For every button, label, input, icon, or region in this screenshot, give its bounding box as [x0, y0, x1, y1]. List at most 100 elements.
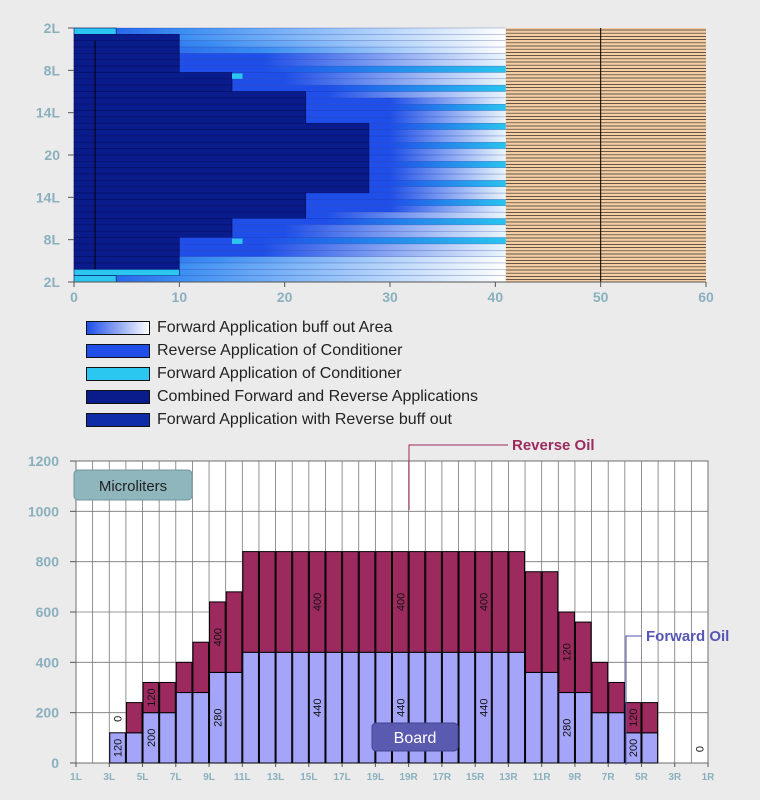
heatmap-row-core	[73, 268, 180, 276]
heatmap-row-core	[73, 40, 180, 48]
heatmap-row-core	[73, 142, 370, 149]
bar-data-label: 120	[628, 709, 640, 727]
forward-oil-bar	[458, 651, 476, 764]
heatmap-row-core	[73, 129, 370, 137]
heatmap-row-base	[74, 40, 506, 48]
bar-x-tick-label: 15R	[466, 772, 485, 783]
reverse-oil-bar	[209, 601, 226, 673]
heatmap-row-core	[73, 161, 370, 169]
legend-label: Forward Application buff out Area	[157, 318, 393, 336]
bar-x-tick-label: 19R	[399, 772, 418, 783]
heatmap-x-tick-label: 60	[698, 289, 714, 305]
forward-oil-bar	[275, 651, 293, 764]
bar-x-tick-label: 1R	[702, 772, 716, 783]
reverse-oil-bar	[392, 551, 409, 653]
forward-oil-bar	[242, 651, 259, 764]
heatmap-row-core	[73, 148, 370, 156]
heatmap-row-base	[74, 243, 506, 251]
reverse-oil-bar	[258, 551, 276, 653]
reverse-oil-bar	[375, 551, 392, 653]
legend-swatch-reverse-conditioner	[86, 343, 150, 358]
forward-oil-bar	[641, 732, 659, 764]
reverse-oil-bar	[225, 591, 243, 673]
heatmap-y-tick-label: 8L	[44, 62, 61, 78]
heatmap-row-base	[74, 72, 506, 79]
bar-x-tick-label: 1L	[70, 772, 82, 783]
legend-label: Forward Application with Reverse buff ou…	[157, 410, 452, 428]
reverse-oil-bar	[508, 551, 526, 653]
reverse-oil-bar	[142, 681, 160, 714]
forward-oil-bar	[541, 671, 559, 764]
bar-x-tick-label: 3R	[668, 772, 682, 783]
legend-swatch-buff-out	[86, 320, 150, 335]
heatmap-x-tick-label: 30	[382, 289, 398, 305]
heatmap-row-core	[73, 211, 307, 219]
bar-x-tick-label: 5L	[137, 772, 149, 783]
reverse-oil-bar	[574, 621, 592, 694]
heatmap-row-base	[74, 262, 506, 270]
heatmap-row-core	[73, 218, 233, 226]
bar-y-tick-label: 1200	[28, 453, 59, 469]
heatmap-x-tick-label: 40	[488, 289, 504, 305]
bar-y-tick-label: 600	[36, 604, 60, 620]
reverse-oil-bar	[525, 571, 542, 673]
heatmap-row-core	[73, 199, 307, 207]
forward-oil-bar	[325, 651, 343, 764]
heatmap-row-core	[73, 84, 233, 92]
reverse-oil-bar	[425, 551, 442, 653]
legend-item-buff-out: Forward Application buff out Area	[86, 316, 478, 339]
reverse-oil-bar	[175, 661, 193, 694]
bar-x-tick-label: 19L	[367, 772, 384, 783]
heatmap-row-base	[74, 47, 506, 54]
bar-x-tick-label: 3L	[103, 772, 115, 783]
bar-data-label: 400	[212, 628, 224, 646]
legend-item-reverse-buff: Forward Application with Reverse buff ou…	[86, 408, 478, 431]
reverse-oil-bar	[342, 551, 359, 653]
heatmap-row-core	[73, 205, 307, 213]
bar-data-label: 440	[312, 698, 324, 716]
forward-oil-bar	[175, 692, 193, 764]
unit-box: Microliters	[73, 469, 193, 501]
bar-data-label: 120	[113, 739, 125, 757]
heatmap-row-base	[74, 28, 506, 35]
heatmap-row-core	[73, 59, 180, 67]
heatmap-row-core	[73, 91, 307, 99]
heatmap-row-core	[73, 122, 370, 130]
heatmap-row-core	[73, 237, 180, 245]
forward-oil-bar	[591, 712, 609, 764]
reverse-oil-bar	[408, 551, 426, 653]
bar-data-label: 200	[628, 739, 640, 757]
reverse-oil-bar	[441, 551, 459, 653]
bar-x-tick-label: 9R	[569, 772, 583, 783]
bar-data-label: 400	[395, 593, 407, 611]
reverse-oil-bar	[159, 681, 176, 714]
bar-x-tick-label: 9L	[203, 772, 215, 783]
reverse-oil-bar	[624, 702, 642, 734]
heatmap-row-base	[74, 250, 506, 257]
heatmap-rows	[73, 27, 506, 283]
heatmap-legend: Forward Application buff out Area Revers…	[86, 316, 478, 431]
reverse-oil-bar	[641, 702, 659, 734]
heatmap-y-tick-label: 20	[44, 147, 60, 163]
heatmap-row-base	[74, 231, 506, 238]
reverse-oil-bar	[358, 551, 376, 653]
bar-y-tick-label: 1000	[28, 503, 59, 519]
forward-oil-bar	[574, 692, 592, 764]
forward-oil-bar	[258, 651, 276, 764]
heatmap-row-core	[73, 275, 117, 283]
unit-box-label: Microliters	[99, 478, 167, 495]
bar-marks	[109, 551, 659, 764]
forward-oil-bar	[342, 651, 359, 764]
heatmap-y-tick-label: 14L	[36, 189, 61, 205]
heatmap-row-core	[73, 154, 370, 162]
legend-label: Forward Application of Conditioner	[157, 364, 402, 382]
reverse-oil-bar	[308, 551, 326, 653]
heatmap-row-base	[74, 224, 506, 232]
heatmap-row-core	[73, 72, 233, 80]
forward-oil-bar	[525, 671, 542, 764]
heatmap-x-tick-label: 10	[172, 289, 188, 305]
legend-swatch-forward-conditioner	[86, 366, 150, 381]
bar-data-label: 440	[478, 698, 490, 716]
heatmap-hatched-area	[505, 28, 706, 282]
